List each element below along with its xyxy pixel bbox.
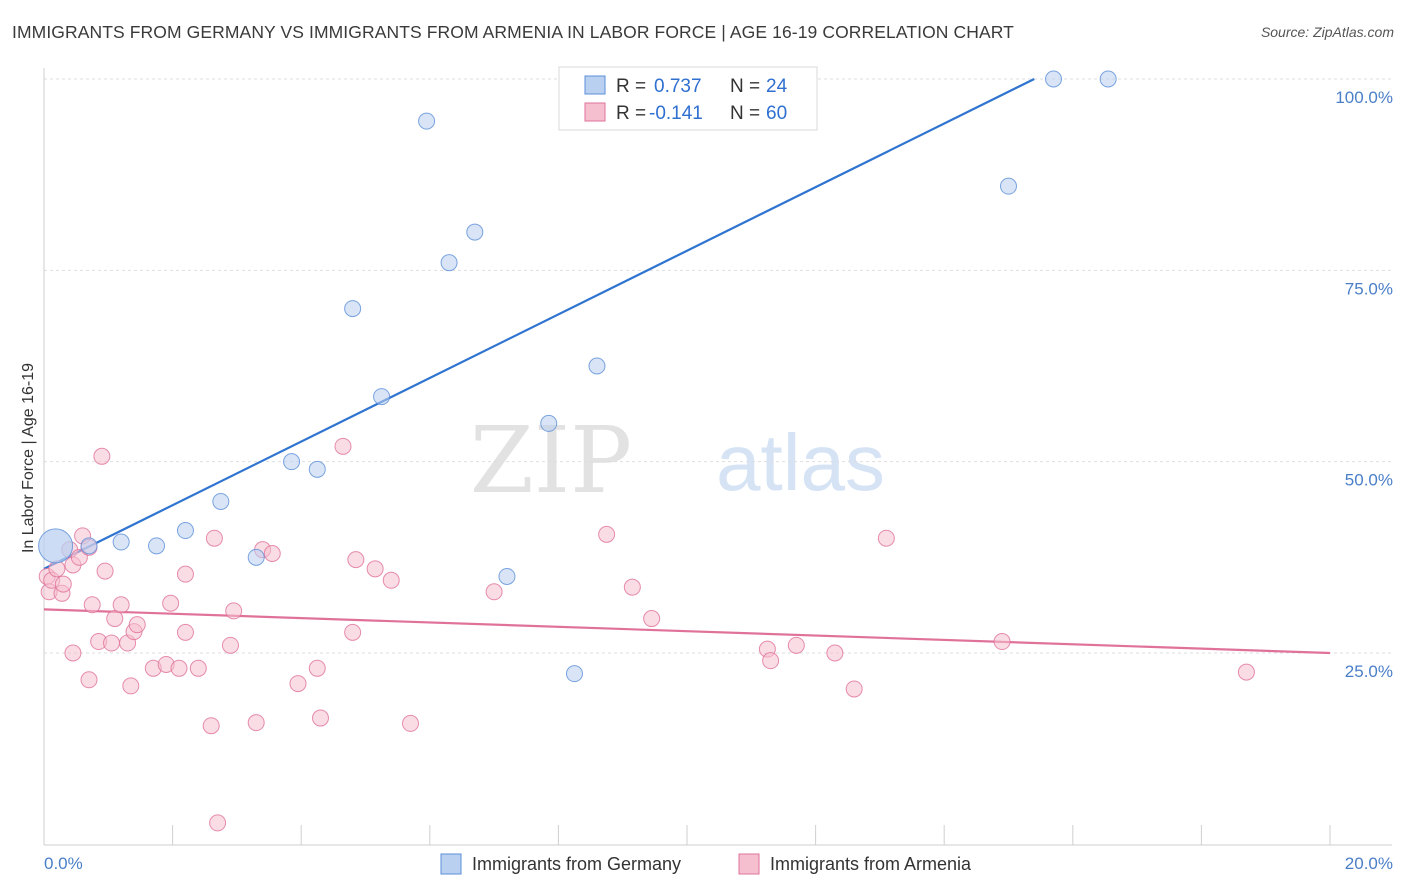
armenia-point bbox=[485, 583, 503, 601]
armenia-point bbox=[128, 616, 146, 634]
legend-n-value-armenia: 60 bbox=[766, 103, 787, 124]
armenia-point bbox=[64, 644, 82, 662]
armenia-point bbox=[221, 636, 239, 654]
germany-point bbox=[176, 522, 194, 540]
armenia-point bbox=[347, 551, 365, 569]
germany-point bbox=[498, 567, 516, 585]
armenia-point bbox=[205, 529, 223, 547]
armenia-point bbox=[247, 714, 265, 732]
legend-swatch-armenia bbox=[584, 102, 606, 122]
armenia-point bbox=[189, 659, 207, 677]
armenia-point bbox=[96, 562, 114, 580]
armenia-point bbox=[1237, 663, 1255, 681]
legend-n-label-armenia: N = bbox=[730, 103, 760, 124]
armenia-point bbox=[993, 633, 1011, 651]
armenia-point bbox=[54, 575, 72, 593]
armenia-point bbox=[845, 680, 863, 698]
germany-points bbox=[38, 70, 1117, 683]
x-tick-label-min: 0.0% bbox=[44, 854, 83, 873]
germany-point bbox=[247, 548, 265, 566]
legend-r-label-germany: R = bbox=[616, 76, 646, 97]
source-label: Source: ZipAtlas.com bbox=[1260, 24, 1394, 40]
armenia-point bbox=[202, 717, 220, 735]
germany-point bbox=[344, 300, 362, 318]
germany-point bbox=[308, 460, 326, 478]
armenia-point bbox=[289, 675, 307, 693]
germany-point bbox=[148, 537, 166, 555]
bottom-legend-label-armenia: Immigrants from Armenia bbox=[770, 854, 972, 874]
legend: R = 0.737 N = 24 R = -0.141 N = 60 bbox=[558, 66, 818, 131]
germany-point bbox=[38, 528, 74, 564]
armenia-point bbox=[106, 610, 124, 628]
armenia-point bbox=[787, 636, 805, 654]
armenia-point bbox=[877, 529, 895, 547]
germany-point bbox=[466, 223, 484, 241]
armenia-point bbox=[83, 596, 101, 614]
germany-point bbox=[212, 492, 230, 510]
y-tick-label: 100.0% bbox=[1335, 88, 1393, 107]
armenia-point bbox=[382, 571, 400, 589]
armenia-point bbox=[176, 623, 194, 641]
germany-trendline bbox=[43, 78, 1035, 570]
germany-point bbox=[440, 254, 458, 272]
y-tick-label: 75.0% bbox=[1345, 279, 1393, 298]
trendlines bbox=[43, 78, 1331, 655]
armenia-point bbox=[308, 659, 326, 677]
armenia-point bbox=[344, 623, 362, 641]
armenia-point bbox=[209, 814, 227, 832]
legend-r-value-armenia: -0.141 bbox=[649, 103, 703, 124]
germany-point bbox=[588, 357, 606, 375]
axes bbox=[43, 68, 1392, 846]
armenia-point bbox=[225, 602, 243, 620]
chart-title: IMMIGRANTS FROM GERMANY VS IMMIGRANTS FR… bbox=[12, 22, 1014, 42]
armenia-point bbox=[643, 610, 661, 628]
armenia-point bbox=[826, 644, 844, 662]
armenia-point bbox=[93, 447, 111, 465]
armenia-point bbox=[366, 560, 384, 578]
legend-n-label-germany: N = bbox=[730, 76, 760, 97]
armenia-point bbox=[162, 594, 180, 612]
armenia-point bbox=[263, 545, 281, 563]
x-tick-label-max: 20.0% bbox=[1345, 854, 1393, 873]
armenia-point bbox=[176, 565, 194, 583]
armenia-point bbox=[311, 709, 329, 727]
germany-point bbox=[418, 112, 436, 130]
bottom-legend-swatch-armenia bbox=[738, 853, 760, 875]
germany-point bbox=[540, 414, 558, 432]
armenia-points bbox=[38, 437, 1255, 832]
legend-n-value-germany: 24 bbox=[766, 76, 788, 97]
y-tick-label: 50.0% bbox=[1345, 471, 1393, 490]
armenia-point bbox=[598, 525, 616, 543]
bottom-legend-swatch-germany bbox=[440, 853, 462, 875]
y-axis-label: In Labor Force | Age 16-19 bbox=[20, 363, 37, 553]
legend-r-value-germany: 0.737 bbox=[654, 76, 702, 97]
armenia-point bbox=[402, 714, 420, 732]
germany-point bbox=[1099, 70, 1117, 88]
armenia-point bbox=[103, 634, 121, 652]
armenia-point bbox=[122, 677, 140, 695]
germany-point bbox=[565, 665, 583, 683]
grid-lines: 25.0% 50.0% 75.0% 100.0% bbox=[44, 78, 1393, 681]
germany-point bbox=[1045, 70, 1063, 88]
legend-swatch-germany bbox=[584, 75, 606, 95]
germany-point bbox=[283, 453, 301, 471]
armenia-point bbox=[623, 578, 641, 596]
armenia-point bbox=[170, 659, 188, 677]
bottom-legend-label-germany: Immigrants from Germany bbox=[472, 854, 681, 874]
armenia-point bbox=[334, 437, 352, 455]
bottom-legend: Immigrants from Germany Immigrants from … bbox=[440, 853, 972, 875]
armenia-point bbox=[762, 652, 780, 670]
germany-point bbox=[1000, 177, 1017, 195]
germany-point bbox=[373, 388, 391, 406]
germany-point bbox=[80, 537, 98, 555]
armenia-point bbox=[80, 671, 98, 689]
armenia-point bbox=[112, 596, 130, 614]
legend-r-label-armenia: R = bbox=[616, 103, 646, 124]
germany-point bbox=[112, 533, 130, 551]
watermark-atlas: atlas bbox=[716, 418, 885, 507]
armenia-trendline bbox=[43, 608, 1331, 655]
y-tick-label: 25.0% bbox=[1345, 662, 1393, 681]
